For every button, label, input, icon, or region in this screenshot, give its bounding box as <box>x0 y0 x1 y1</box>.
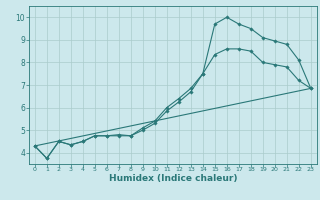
X-axis label: Humidex (Indice chaleur): Humidex (Indice chaleur) <box>108 174 237 183</box>
